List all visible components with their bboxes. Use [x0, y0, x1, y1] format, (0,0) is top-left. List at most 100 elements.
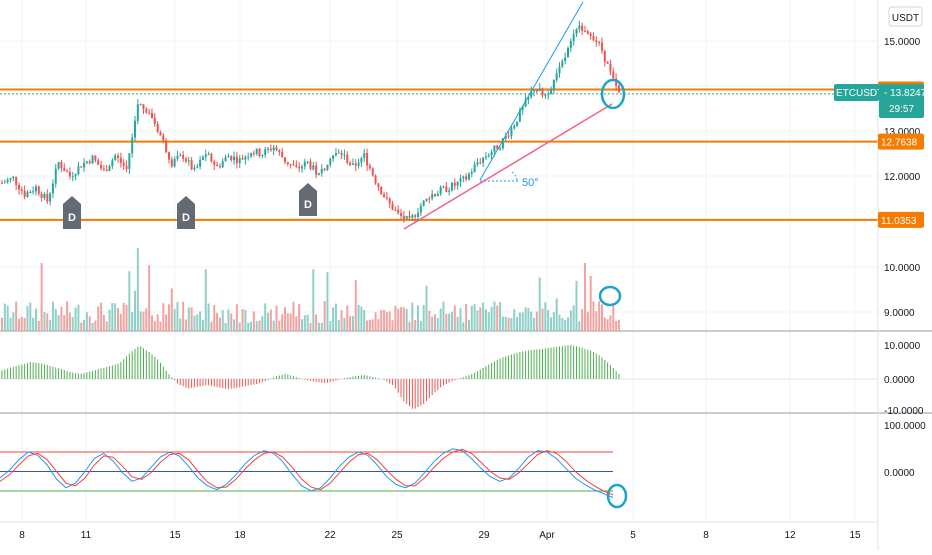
candle-body	[366, 153, 369, 166]
candle-body	[332, 155, 335, 159]
candle-body	[507, 135, 510, 137]
volume-bar	[210, 321, 213, 331]
annotation-circles	[598, 78, 628, 509]
volume-bar	[204, 269, 207, 331]
candle-body	[349, 162, 352, 165]
volume-bar	[238, 322, 241, 331]
candle-body	[320, 168, 323, 174]
candle-body	[119, 157, 122, 163]
volume-bar	[320, 322, 323, 331]
candle-body	[207, 153, 210, 155]
candle-body	[201, 157, 204, 160]
candle-body	[230, 155, 233, 161]
candle-body	[326, 164, 329, 170]
candle-body	[400, 212, 403, 216]
volume-bar	[482, 302, 485, 331]
volume-bar	[1, 317, 3, 331]
candle-body	[187, 160, 190, 162]
candle-body	[148, 112, 151, 114]
candle-body	[12, 176, 15, 179]
volume-bar	[572, 305, 575, 331]
volume-bar	[583, 263, 586, 331]
volume-bar	[524, 307, 527, 331]
volume-bar	[54, 308, 57, 331]
volume-bar	[85, 312, 88, 331]
dividend-marker	[63, 196, 81, 229]
volume-bar	[346, 305, 349, 331]
volume-bar	[300, 319, 303, 331]
candle-body	[34, 186, 37, 192]
candle-body	[521, 106, 524, 110]
volume-bar	[456, 316, 459, 331]
candle-body	[606, 61, 609, 64]
volume-bar	[119, 313, 122, 331]
candle-body	[473, 164, 476, 173]
price-tick: 12.0000	[884, 172, 921, 183]
volume-bar	[9, 317, 12, 331]
candle-body	[445, 186, 448, 192]
volume-bar	[552, 312, 555, 331]
volume-bar	[105, 321, 108, 331]
volume-bar	[391, 320, 394, 331]
candle-body	[499, 148, 502, 150]
candle-body	[459, 178, 462, 182]
volume-bar	[134, 290, 137, 331]
angle-label: 50°	[522, 177, 539, 189]
volume-bar	[3, 303, 6, 331]
candle-body	[453, 182, 456, 186]
volume-bar	[581, 309, 584, 331]
horizontal-levels[interactable]	[0, 88, 878, 221]
grid	[0, 0, 878, 522]
indicator-tick: 0.0000	[884, 468, 915, 479]
time-axis[interactable]: 8 11 15 18 22 25 29 Apr 5 8 12 15	[0, 521, 878, 541]
volume-bar	[309, 322, 312, 331]
volume-bars	[1, 248, 620, 331]
candle-body	[547, 93, 550, 95]
volume-bar	[60, 306, 63, 331]
candle-body	[57, 162, 60, 169]
candle-body	[524, 99, 527, 107]
volume-bar	[555, 298, 558, 331]
candle-body	[159, 132, 162, 136]
volume-bar	[513, 309, 516, 331]
candle-body	[6, 179, 9, 183]
price-tick: 13.0000	[884, 127, 921, 138]
volume-bar	[170, 288, 173, 331]
volume-bar	[578, 321, 581, 331]
time-tick: 22	[324, 530, 336, 541]
volume-bar	[199, 311, 202, 331]
highlight-circle	[606, 483, 628, 509]
candle-body	[218, 166, 221, 168]
candle-body	[300, 166, 303, 169]
volume-bar	[394, 305, 397, 331]
time-tick: Apr	[539, 530, 555, 541]
volume-bar	[586, 311, 589, 331]
volume-bar	[374, 312, 377, 331]
dividend-marker	[299, 183, 317, 216]
volume-bar	[91, 322, 94, 331]
currency-button[interactable]: USDT	[888, 6, 923, 27]
volume-bar	[343, 317, 346, 331]
volume-bar	[592, 301, 595, 331]
candle-body	[105, 169, 108, 171]
symbol-name: ETCUSDT	[836, 88, 883, 99]
time-tick: 8	[19, 530, 25, 541]
candle-body	[397, 210, 400, 213]
volume-bar	[606, 319, 609, 331]
indicator-tick: -10.0000	[884, 406, 924, 417]
candle-body	[312, 165, 315, 170]
price-tick: 15.0000	[884, 37, 921, 48]
candle-body	[518, 109, 521, 122]
candle-body	[102, 168, 105, 170]
volume-bar	[88, 316, 91, 331]
volume-bar	[337, 320, 340, 331]
volume-bar	[117, 308, 120, 331]
candle-body	[131, 137, 134, 154]
volume-bar	[329, 320, 332, 331]
candle-body	[250, 153, 253, 157]
volume-bar	[128, 271, 131, 331]
symbol-price-tag[interactable]: ETCUSDT - 13.8247 29:57	[834, 84, 927, 118]
price-axis[interactable]: 15.0000 13.0000 12.0000 10.0000 9.0000 10.00…	[834, 0, 927, 550]
